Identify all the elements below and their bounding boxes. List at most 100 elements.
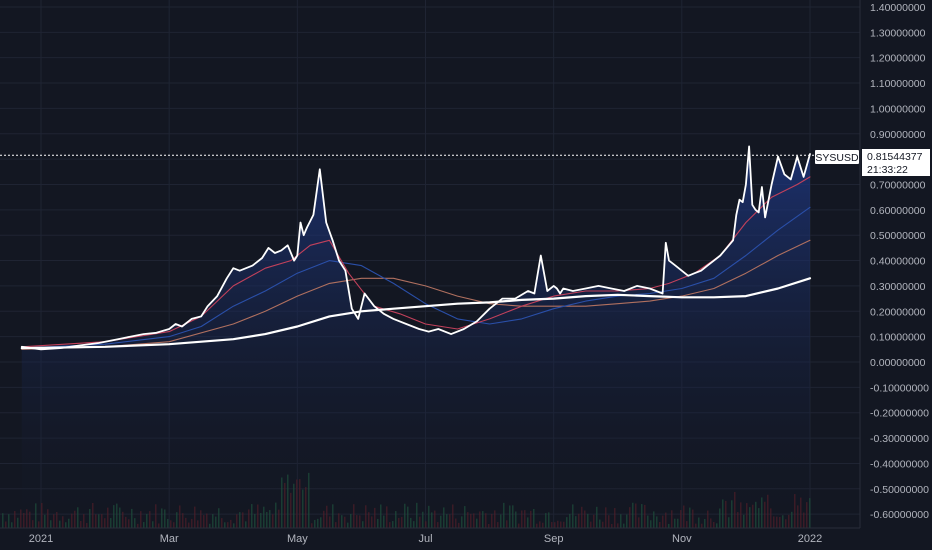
volume-bar: [398, 517, 400, 528]
volume-bar: [122, 511, 124, 528]
volume-bar: [386, 506, 388, 528]
volume-bar: [125, 516, 127, 528]
volume-bar: [56, 511, 58, 528]
volume-bar: [626, 514, 628, 528]
volume-bar: [575, 516, 577, 528]
price-tick-label: 0.10000000: [870, 332, 926, 344]
price-tick-label: 0.60000000: [870, 205, 926, 217]
volume-bar: [323, 510, 325, 528]
volume-bar: [11, 522, 13, 528]
price-axis[interactable]: 1.40000000 1.30000000 1.20000000 1.10000000…: [870, 2, 929, 521]
symbol-label: SYSUSD: [815, 152, 859, 164]
volume-bar: [455, 518, 457, 528]
volume-bar: [233, 523, 235, 528]
volume-bar: [728, 517, 730, 528]
volume-bar: [476, 518, 478, 528]
price-area-fill: [21, 146, 811, 528]
volume-bar: [209, 523, 211, 528]
volume-bar: [389, 522, 391, 528]
price-tick-label: -0.30000000: [870, 433, 929, 445]
time-tick-label: 2022: [798, 533, 822, 545]
volume-bar: [248, 509, 250, 528]
volume-bar: [767, 494, 769, 528]
volume-bar: [533, 509, 535, 528]
volume-bar: [404, 503, 406, 528]
volume-bar: [140, 511, 142, 528]
price-tick-label: 0.00000000: [870, 357, 926, 369]
volume-bar: [23, 513, 25, 528]
volume-bar: [500, 514, 502, 528]
volume-bar: [590, 521, 592, 528]
volume-bar: [104, 518, 106, 528]
volume-bar: [275, 502, 277, 528]
price-tick-label: 0.90000000: [870, 129, 926, 141]
volume-bar: [332, 504, 334, 528]
volume-bar: [623, 523, 625, 528]
volume-bar: [395, 511, 397, 528]
time-axis[interactable]: 2021 Mar May Jul Sep Nov 2022: [29, 533, 822, 545]
volume-bar: [449, 514, 451, 528]
volume-bar: [392, 521, 394, 528]
volume-bar: [434, 510, 436, 528]
price-area: [21, 146, 811, 528]
volume-bar: [230, 519, 232, 528]
volume-bar: [419, 516, 421, 528]
volume-bar: [257, 504, 259, 528]
volume-bar: [662, 515, 664, 528]
volume-bar: [803, 512, 805, 528]
volume-bar: [440, 515, 442, 528]
volume-bar: [437, 522, 439, 528]
volume-bar: [146, 513, 148, 528]
last-price-label: 0.81544377: [867, 151, 923, 163]
volume-bar: [719, 508, 721, 528]
volume-bar: [683, 505, 685, 528]
volume-bar: [38, 521, 40, 528]
volume-bar: [242, 512, 244, 528]
volume-bar: [176, 512, 178, 528]
volume-bar: [29, 511, 31, 528]
volume-bar: [773, 516, 775, 528]
volume-bar: [572, 504, 574, 528]
volume-bar: [698, 517, 700, 528]
volume-bar: [20, 509, 22, 528]
volume-bar: [50, 520, 52, 528]
volume-bar: [776, 516, 778, 528]
volume-bar: [374, 507, 376, 528]
volume-bar: [491, 513, 493, 528]
volume-bar: [722, 499, 724, 528]
volume-bar: [488, 523, 490, 528]
time-tick-label: Sep: [544, 533, 564, 545]
volume-bar: [83, 514, 85, 528]
volume-bar: [407, 506, 409, 528]
volume-bar: [584, 510, 586, 528]
volume-bar: [563, 521, 565, 528]
volume-bar: [206, 513, 208, 528]
volume-bar: [611, 523, 613, 528]
volume-bar: [377, 518, 379, 528]
series-line-ma-slow: [21, 239, 811, 350]
series-line-price: [20, 145, 811, 351]
volume-bar: [578, 513, 580, 528]
price-tick-label: -0.10000000: [870, 382, 929, 394]
volume-bar: [347, 522, 349, 528]
volume-bar: [92, 502, 94, 528]
volume-bar: [383, 515, 385, 528]
volume-bar: [71, 513, 73, 528]
volume-bar: [461, 516, 463, 528]
volume-bar: [506, 520, 508, 528]
volume-bar: [521, 510, 523, 528]
volume-bar: [515, 511, 517, 528]
volume-bar: [212, 514, 214, 528]
volume-bar: [314, 519, 316, 528]
volume-bar: [269, 510, 271, 528]
volume-bar: [638, 517, 640, 528]
volume-bar: [311, 523, 313, 528]
volume-bar: [74, 510, 76, 528]
volume-bar: [656, 516, 658, 528]
volume-bar: [686, 521, 688, 528]
volume-bar: [659, 521, 661, 528]
series-lines: [20, 145, 812, 351]
series-line-ma-long: [20, 277, 812, 350]
volume-bar: [677, 518, 679, 528]
